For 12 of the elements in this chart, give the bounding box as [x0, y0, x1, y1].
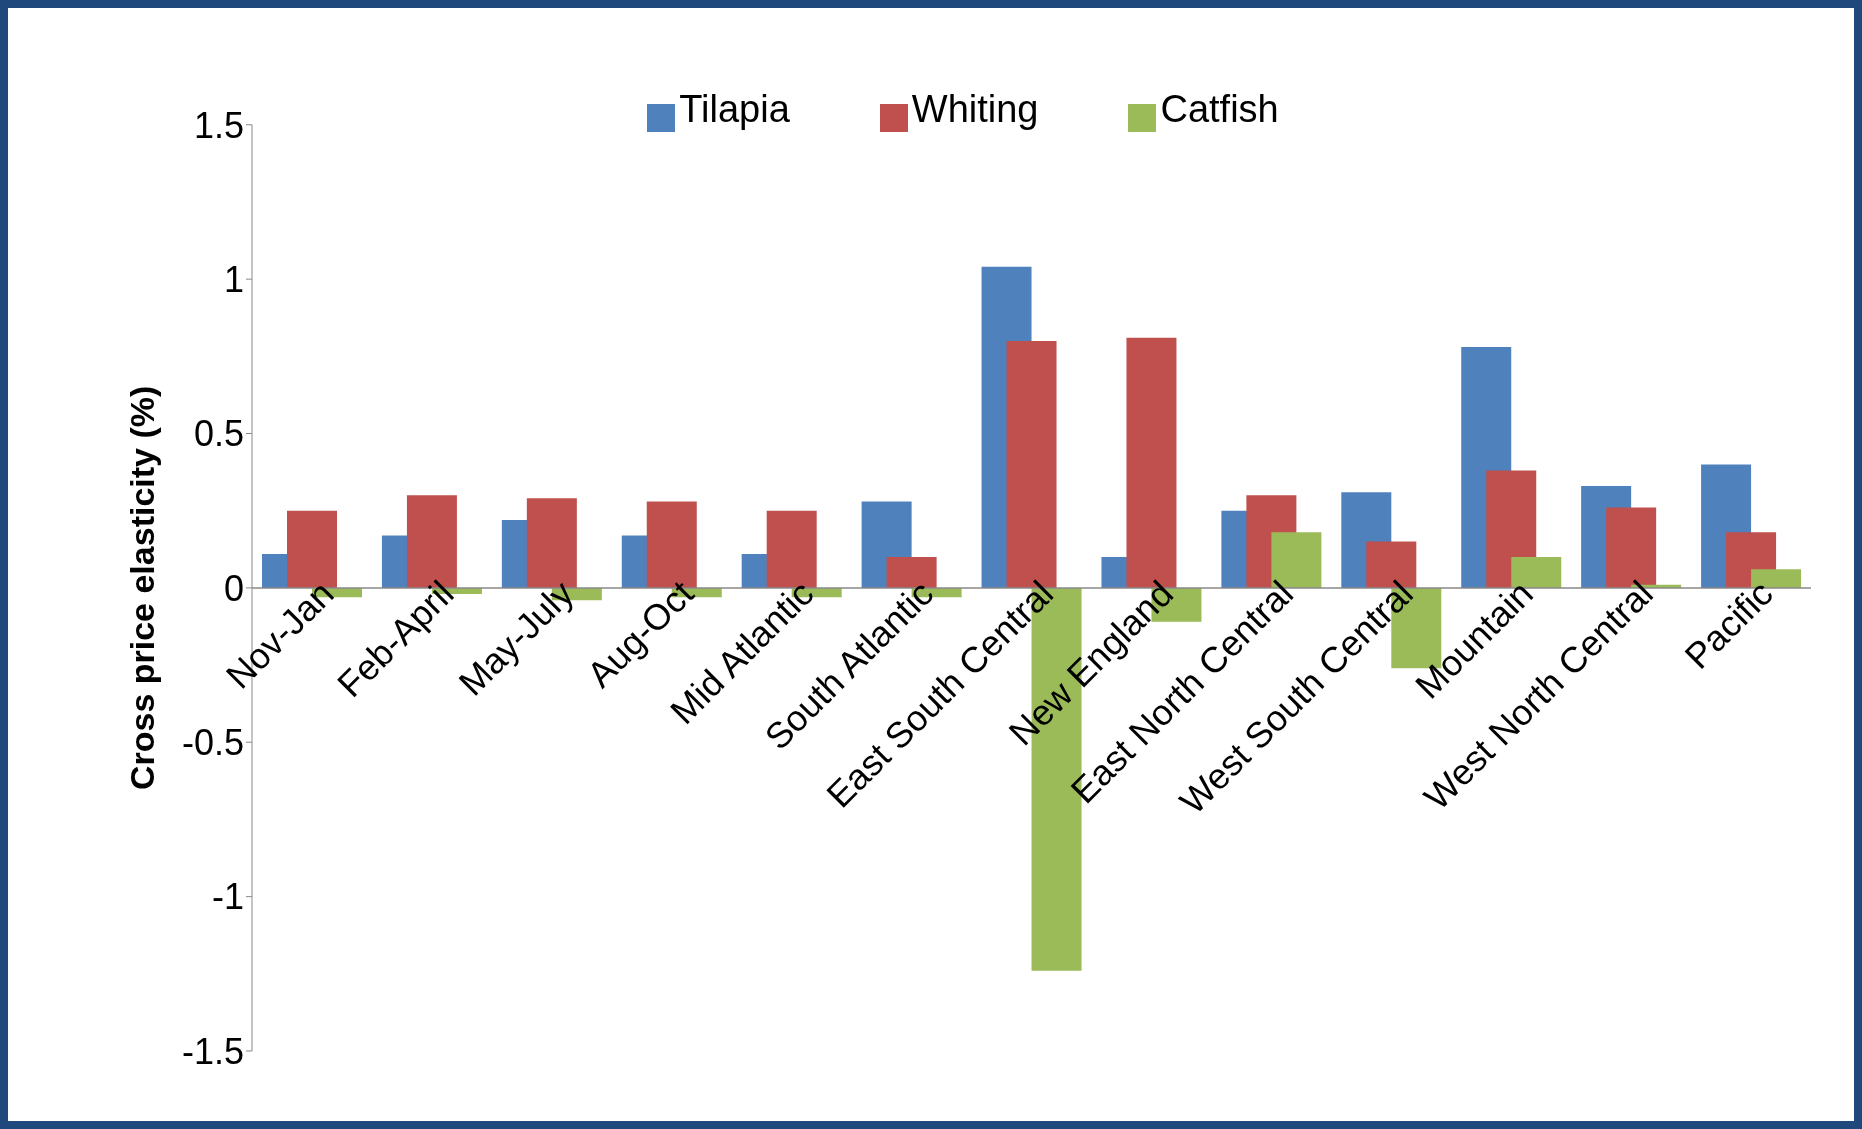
- y-tick-label: 1: [223, 258, 244, 300]
- legend-label: Catfish: [1160, 88, 1279, 130]
- y-tick-label: 1.5: [193, 104, 244, 146]
- bar: [1511, 557, 1562, 588]
- y-tick-label: -1.5: [181, 1030, 244, 1072]
- legend-label: Tilapia: [679, 88, 790, 130]
- y-axis-title: Cross price elasticity (%): [123, 385, 162, 791]
- y-tick-label: -1: [211, 876, 244, 918]
- y-tick-label: -0.5: [181, 722, 244, 764]
- legend-label: Whiting: [911, 88, 1039, 130]
- bar: [287, 510, 337, 588]
- y-tick-label: 0.5: [193, 413, 244, 455]
